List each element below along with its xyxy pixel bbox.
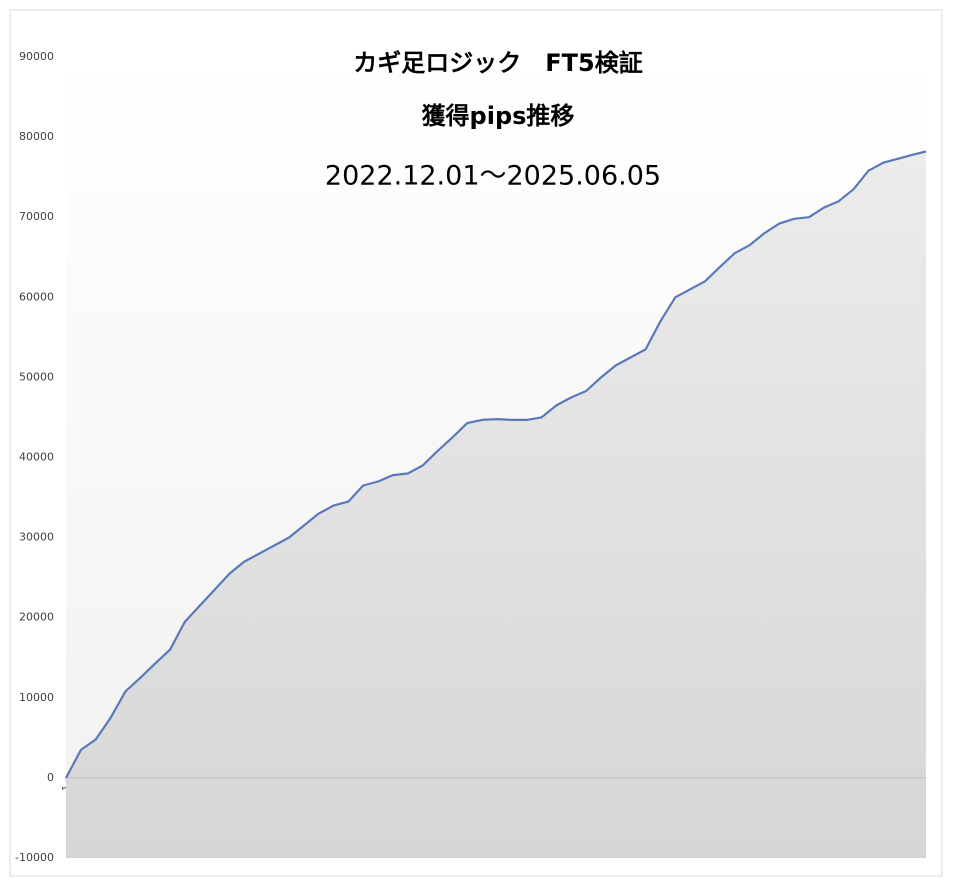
line [65,150,927,779]
y-tick-label: 40000 [19,451,54,464]
y-tick-label: 80000 [19,130,54,143]
chart-subtitle: 獲得pips推移 [422,102,575,130]
y-tick-label: 0 [47,771,54,784]
area [66,151,926,858]
chart-title: カギ足ロジック FT5検証 [353,49,642,77]
chart-period: 2022.12.01～2025.06.05 [325,161,661,192]
y-tick-label: 70000 [19,210,54,223]
y-tick-label: -10000 [15,851,54,864]
y-tick-label: 20000 [19,611,54,624]
y-tick-label: 50000 [19,370,54,383]
y-tick-label: 90000 [19,50,54,63]
y-tick-label: 30000 [19,531,54,544]
y-tick-label: 60000 [19,290,54,303]
y-tick-label: 10000 [19,691,54,704]
